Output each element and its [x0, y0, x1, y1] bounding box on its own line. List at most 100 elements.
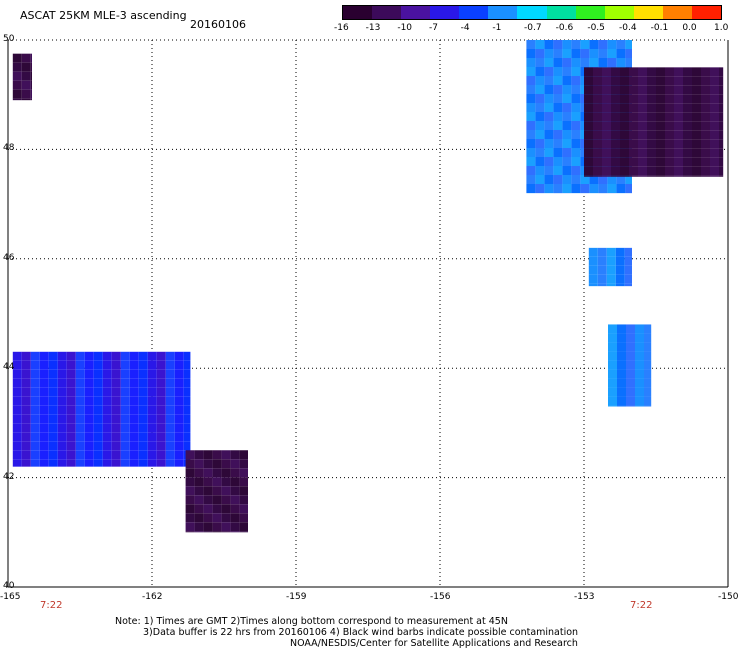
- data-cell: [147, 351, 157, 361]
- data-cell: [526, 166, 536, 175]
- data-cell: [692, 76, 701, 86]
- data-cell: [701, 103, 710, 113]
- data-cell: [644, 360, 652, 370]
- data-cell: [156, 432, 166, 442]
- data-cell: [617, 360, 626, 370]
- data-cell: [30, 80, 32, 90]
- x-tick-label: -156: [430, 592, 451, 602]
- data-cell: [656, 130, 665, 140]
- data-cell: [625, 58, 632, 67]
- data-cell: [111, 432, 121, 442]
- data-cell: [21, 360, 31, 370]
- data-cell: [611, 130, 620, 140]
- data-cell: [588, 283, 598, 287]
- data-cell: [544, 85, 554, 94]
- data-cell: [84, 432, 94, 442]
- data-cell: [562, 139, 572, 148]
- data-cell: [593, 94, 602, 104]
- data-cell: [165, 378, 175, 388]
- colorbar-swatch: [691, 6, 722, 19]
- data-cell: [584, 85, 593, 95]
- data-cell: [93, 369, 103, 379]
- data-cell: [674, 85, 683, 95]
- data-cell: [629, 67, 638, 77]
- data-cell: [701, 148, 710, 158]
- data-cell: [535, 139, 545, 148]
- data-cell: [647, 85, 656, 95]
- data-cell: [616, 184, 626, 193]
- data-cell: [683, 85, 692, 95]
- data-cell: [602, 175, 611, 177]
- data-cell: [230, 486, 240, 496]
- data-cell: [665, 94, 674, 104]
- data-cell: [638, 130, 647, 140]
- data-cell: [48, 432, 58, 442]
- data-cell: [174, 351, 184, 361]
- data-cell: [625, 40, 632, 49]
- map-title: ASCAT 25KM MLE-3 ascending: [20, 9, 187, 22]
- data-cell: [580, 49, 590, 58]
- data-cell: [571, 58, 581, 67]
- data-cell: [84, 459, 94, 467]
- data-cell: [562, 166, 572, 175]
- data-cell: [602, 76, 611, 86]
- data-cell: [624, 274, 632, 284]
- y-tick-label: 50: [3, 34, 15, 44]
- data-cell: [620, 130, 629, 140]
- data-cell: [75, 441, 85, 451]
- colorbar-swatch: [662, 6, 692, 19]
- data-cell: [526, 94, 536, 103]
- y-tick-label: 42: [3, 471, 15, 482]
- data-cell: [12, 369, 22, 379]
- data-cell: [526, 130, 536, 139]
- data-cell: [571, 184, 581, 193]
- data-cell: [30, 405, 40, 415]
- colorbar-tick-label: -13: [365, 23, 381, 33]
- data-cell: [138, 405, 148, 415]
- data-cell: [620, 76, 629, 86]
- data-cell: [93, 387, 103, 397]
- data-cell: [544, 49, 554, 58]
- data-cell: [647, 157, 656, 167]
- data-cell: [611, 85, 620, 95]
- data-cell: [535, 184, 545, 193]
- data-cell: [597, 256, 607, 266]
- data-cell: [719, 139, 724, 149]
- data-cell: [165, 405, 175, 415]
- data-cell: [584, 148, 593, 158]
- data-cell: [665, 121, 674, 131]
- data-cell: [239, 504, 248, 514]
- data-cell: [626, 369, 635, 379]
- data-cell: [617, 342, 626, 352]
- data-cell: [656, 157, 665, 167]
- data-cell: [620, 175, 629, 177]
- data-cell: [674, 139, 683, 149]
- data-cell: [230, 468, 240, 478]
- data-cell: [526, 49, 536, 58]
- data-cell: [701, 67, 710, 77]
- data-cell: [12, 423, 22, 433]
- data-cell: [674, 112, 683, 122]
- data-cell: [57, 360, 67, 370]
- data-cell: [593, 130, 602, 140]
- data-cell: [719, 157, 724, 167]
- data-cell: [203, 513, 213, 523]
- data-cell: [12, 71, 22, 81]
- data-cell: [607, 40, 617, 49]
- data-cell: [589, 58, 599, 67]
- data-cell: [147, 405, 157, 415]
- data-cell: [625, 184, 632, 193]
- data-cell: [553, 112, 563, 121]
- data-cell: [57, 396, 67, 406]
- x-tick-label: -150: [718, 592, 739, 602]
- data-cell: [183, 387, 191, 397]
- data-cell: [638, 157, 647, 167]
- data-cell: [608, 333, 617, 343]
- data-cell: [535, 175, 545, 184]
- data-cell: [111, 450, 121, 460]
- data-cell: [120, 396, 130, 406]
- data-cell: [165, 414, 175, 424]
- data-cell: [692, 148, 701, 158]
- data-cell: [203, 504, 213, 514]
- data-cell: [598, 49, 608, 58]
